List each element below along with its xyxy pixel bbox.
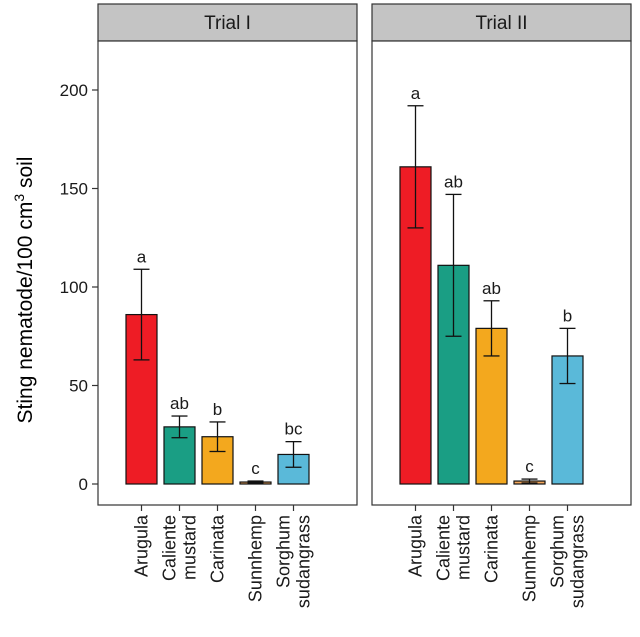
y-axis-title-superscript: 3 (11, 194, 27, 202)
x-tick-label: Calientemustard (434, 515, 474, 581)
panel-title: Trial I (204, 13, 251, 34)
y-axis-title: Sting nematode/100 cm3 soil (11, 157, 37, 424)
y-axis-title-suffix: soil (14, 157, 37, 194)
significance-letter: ab (170, 394, 189, 413)
x-tick-label-line: Sorghum (548, 515, 568, 588)
x-tick-label: Arugula (406, 514, 426, 577)
significance-letter: a (411, 84, 421, 103)
x-tick-label: Sorghumsudangrass (548, 515, 588, 608)
x-tick-label-line: Caliente (160, 515, 180, 581)
x-tick-label: Carinata (208, 514, 228, 583)
significance-letter: ab (482, 279, 501, 298)
x-tick-label-line: Arugula (132, 514, 152, 577)
x-tick-label-line: Arugula (406, 514, 426, 577)
significance-letter: a (137, 247, 147, 266)
x-tick-label-line: Caliente (434, 515, 454, 581)
x-tick-label-line: sudangrass (294, 515, 314, 608)
x-tick-label: Sorghumsudangrass (274, 515, 314, 608)
x-tick-label: Arugula (132, 514, 152, 577)
x-tick-label-line: Sorghum (274, 515, 294, 588)
x-tick-label-line: Sunnhemp (246, 515, 266, 602)
y-axis-title-main: Sting nematode/100 cm (14, 202, 37, 424)
x-tick-label-line: mustard (180, 515, 200, 580)
panel-strip (371, 3, 632, 42)
x-tick-label: Sunnhemp (246, 515, 266, 602)
x-tick-label-line: sudangrass (568, 515, 588, 608)
x-tick-label: Calientemustard (160, 515, 200, 581)
significance-letter: bc (285, 420, 303, 439)
panel-title: Trial II (475, 13, 527, 34)
x-tick-label-line: Carinata (482, 514, 502, 583)
significance-letter: ab (444, 172, 463, 191)
panel-strip (97, 3, 358, 42)
y-tick-label: 50 (69, 377, 88, 396)
significance-letter: b (563, 306, 572, 325)
y-axis-label: Sting nematode/100 cm3 soil (11, 157, 37, 424)
panel-1: Trial I a Arugula ab Calientemustard b Carinat… (97, 3, 358, 608)
x-tick-label: Sunnhemp (520, 515, 540, 602)
significance-letter: b (213, 400, 222, 419)
x-tick-label-line: mustard (454, 515, 474, 580)
y-tick-label: 150 (60, 180, 88, 199)
x-tick-label: Carinata (482, 514, 502, 583)
x-tick-label-line: Sunnhemp (520, 515, 540, 602)
y-tick-label: 100 (60, 278, 88, 297)
y-tick-label: 200 (60, 81, 88, 100)
significance-letter: c (251, 459, 260, 478)
y-tick-label: 0 (79, 475, 88, 494)
panel-2: Trial II a Arugula ab Calientemustard ab Carin… (371, 3, 632, 608)
x-tick-label-line: Carinata (208, 514, 228, 583)
significance-letter: c (525, 457, 534, 476)
